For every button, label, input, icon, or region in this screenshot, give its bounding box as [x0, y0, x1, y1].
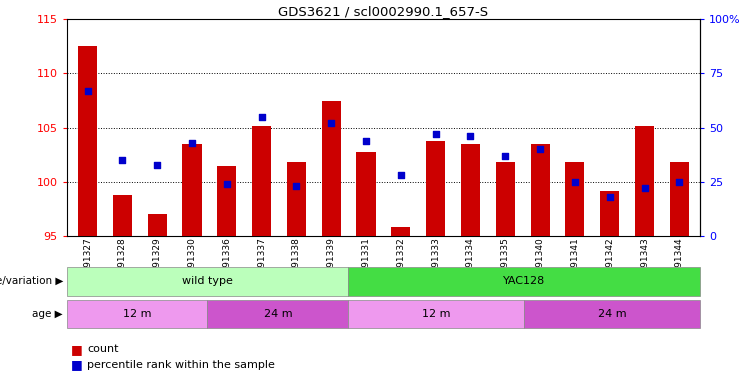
Bar	[461, 144, 480, 236]
Point	[290, 183, 302, 189]
Point	[569, 179, 581, 185]
Bar	[252, 126, 271, 236]
Point	[151, 162, 163, 168]
Text: count: count	[87, 344, 119, 354]
Text: genotype/variation ▶: genotype/variation ▶	[0, 276, 63, 286]
Point	[430, 131, 442, 137]
Point	[325, 120, 337, 126]
Point	[674, 179, 685, 185]
Bar	[113, 195, 132, 236]
Text: wild type: wild type	[182, 276, 233, 286]
Bar	[356, 152, 376, 236]
Bar	[217, 166, 236, 236]
Text: age ▶: age ▶	[33, 309, 63, 319]
Point	[604, 194, 616, 200]
Title: GDS3621 / scl0002990.1_657-S: GDS3621 / scl0002990.1_657-S	[279, 5, 488, 18]
Text: ■: ■	[70, 358, 82, 371]
Bar	[147, 214, 167, 236]
Text: 24 m: 24 m	[598, 309, 627, 319]
Bar	[565, 162, 585, 236]
Bar	[600, 190, 619, 236]
Text: 24 m: 24 m	[264, 309, 292, 319]
Point	[360, 137, 372, 144]
Text: YAC128: YAC128	[503, 276, 545, 286]
Point	[221, 181, 233, 187]
Text: ■: ■	[70, 343, 82, 356]
Point	[395, 172, 407, 179]
Bar	[322, 101, 341, 236]
Bar	[670, 162, 689, 236]
Text: 12 m: 12 m	[123, 309, 151, 319]
Point	[116, 157, 128, 163]
Point	[499, 153, 511, 159]
Bar	[287, 162, 306, 236]
Bar	[426, 141, 445, 236]
Text: percentile rank within the sample: percentile rank within the sample	[87, 360, 276, 370]
Text: 12 m: 12 m	[422, 309, 451, 319]
Point	[82, 88, 93, 94]
Bar	[531, 144, 550, 236]
Point	[465, 133, 476, 139]
Point	[186, 140, 198, 146]
Point	[534, 146, 546, 152]
Bar	[635, 126, 654, 236]
Bar	[391, 227, 411, 236]
Bar	[182, 144, 202, 236]
Point	[639, 185, 651, 192]
Bar	[496, 162, 515, 236]
Bar	[78, 46, 97, 236]
Point	[256, 114, 268, 120]
